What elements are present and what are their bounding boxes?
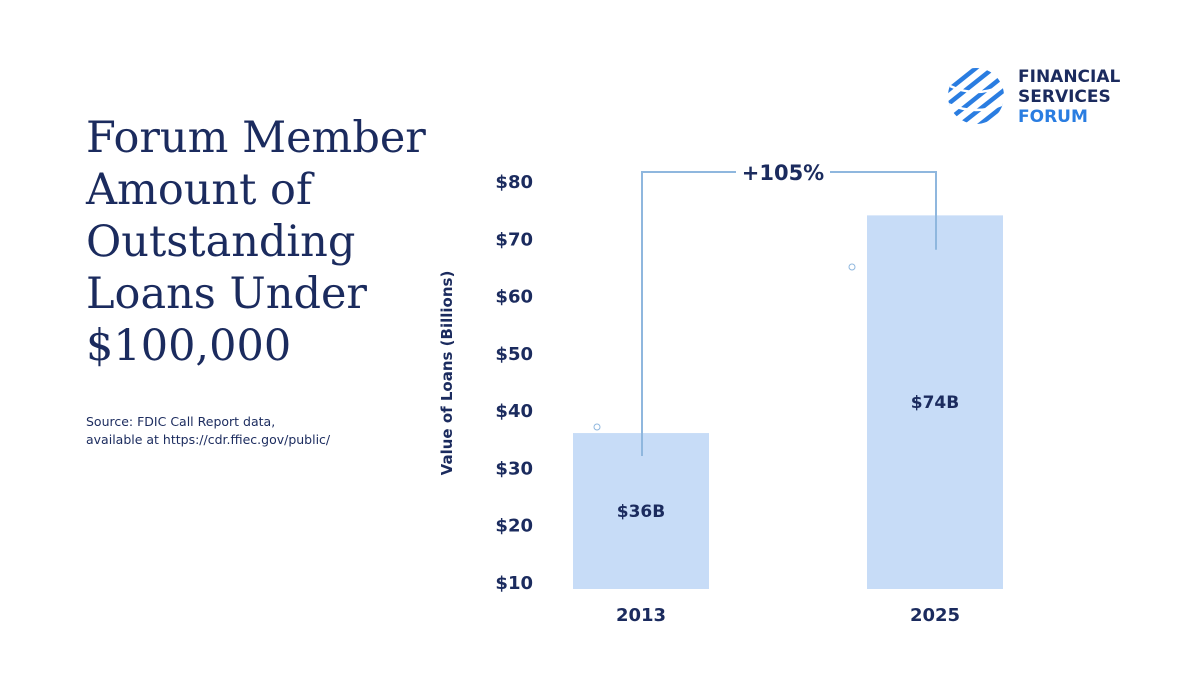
data-label-2013: $36B (617, 502, 665, 522)
y-tick-label-60: $60 (495, 287, 533, 308)
logo-line-forum: FORUM (1018, 107, 1088, 127)
source-line-1: Source: FDIC Call Report data, (86, 414, 276, 429)
x-tick-label-2013: 2013 (616, 605, 666, 626)
y-tick-label-40: $40 (495, 401, 533, 422)
y-tick-label-70: $70 (495, 229, 533, 250)
marker-2025 (848, 263, 856, 271)
financial-services-forum-logo: FINANCIAL SERVICES FORUM (946, 64, 1146, 128)
source-note: Source: FDIC Call Report data, available… (86, 413, 406, 449)
bar-2013 (573, 433, 709, 589)
growth-bracket-left (641, 171, 736, 456)
data-label-2025: $74B (911, 393, 959, 413)
logo-line-services: SERVICES (1018, 87, 1111, 107)
title-line-5: $100,000 (86, 321, 292, 371)
y-tick-label-20: $20 (495, 516, 533, 537)
source-line-2: available at https://cdr.ffiec.gov/publi… (86, 432, 331, 447)
y-tick-label-50: $50 (495, 344, 533, 365)
growth-annotation: +105% (742, 161, 824, 185)
title-line-4: Loans Under (86, 269, 367, 319)
marker-2013 (593, 423, 601, 431)
x-tick-label-2025: 2025 (910, 605, 960, 626)
logo-line-financial: FINANCIAL (1018, 67, 1121, 87)
bar-2025 (867, 215, 1003, 589)
growth-bracket-right (830, 171, 937, 250)
globe-stripes-icon (948, 68, 1004, 124)
y-axis-label: Value of Loans (Billions) (438, 271, 456, 476)
y-tick-label-10: $10 (495, 573, 533, 594)
chart-title: Forum Member Amount of Outstanding Loans… (86, 112, 446, 372)
y-tick-label-80: $80 (495, 172, 533, 193)
title-line-1: Forum Member (86, 113, 426, 163)
logo-wordmark: FINANCIAL SERVICES FORUM (1018, 67, 1120, 127)
y-tick-label-30: $30 (495, 458, 533, 479)
title-line-2: Amount of (86, 165, 312, 215)
title-line-3: Outstanding (86, 217, 356, 267)
